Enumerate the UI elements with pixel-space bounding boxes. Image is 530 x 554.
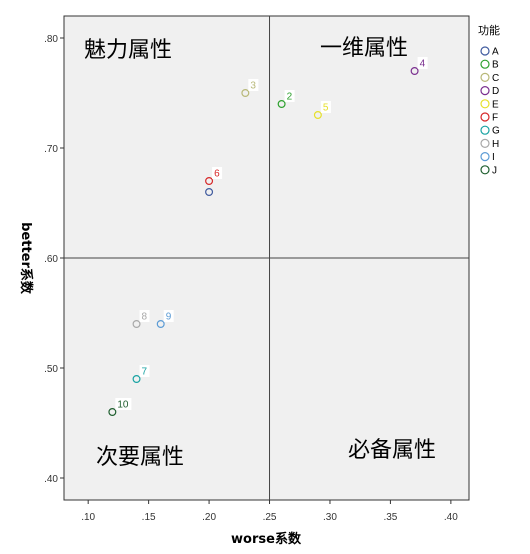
legend-marker-g	[480, 125, 490, 135]
legend-marker-j	[480, 165, 490, 175]
data-point-label: 2	[287, 92, 293, 103]
data-point-label: 3	[250, 81, 256, 92]
legend-entry-g: G	[492, 126, 500, 137]
data-point-i	[156, 320, 165, 329]
legend-entry-d: D	[492, 86, 499, 97]
data-point-label-bg	[139, 365, 150, 377]
y-axis-ticks: .40 .50 .60 .70 .80	[44, 34, 64, 485]
quadrant-label-top-left: 魅力属性	[84, 38, 172, 63]
x-tick-label: .20	[202, 512, 216, 523]
legend-marker-e	[480, 99, 490, 109]
legend-entry-f: F	[492, 113, 498, 124]
x-axis-title: worse系数	[231, 531, 302, 547]
legend-marker-h	[480, 138, 490, 148]
data-point-f	[205, 177, 214, 186]
legend-entry-c: C	[492, 73, 499, 84]
data-point-e	[313, 110, 322, 119]
data-point-h	[132, 320, 141, 329]
x-tick-label: .35	[383, 512, 397, 523]
y-axis-title: better系数	[18, 222, 34, 295]
legend-title: 功能	[478, 23, 500, 37]
data-point-label: 4	[420, 59, 426, 70]
data-point-label-bg	[115, 398, 132, 410]
data-points: 2 3 4 5 6 7 8 9 10	[108, 57, 428, 417]
x-axis-ticks: .10 .15 .20 .25 .30 .35 .40	[81, 500, 458, 523]
legend-marker-i	[480, 152, 490, 162]
data-point-label-bg	[320, 101, 331, 113]
legend-marker-a	[480, 46, 490, 56]
y-tick-label: .60	[44, 254, 58, 265]
legend-entry-h: H	[492, 139, 499, 150]
data-point-label: 6	[214, 169, 220, 180]
data-point-label: 5	[323, 103, 329, 114]
data-point-label-bg	[284, 90, 295, 102]
data-point-d	[410, 66, 419, 75]
x-tick-label: .15	[142, 512, 156, 523]
data-point-label-bg	[248, 79, 259, 91]
legend-marker-b	[480, 59, 490, 69]
legend-marker-c	[480, 72, 490, 83]
data-point-j	[108, 408, 117, 417]
data-point-label-bg	[212, 167, 223, 179]
legend-entry-b: B	[492, 60, 499, 71]
data-point-label: 9	[166, 312, 172, 323]
data-point-label-bg	[139, 310, 150, 322]
x-tick-label: .10	[81, 512, 95, 523]
y-tick-label: .40	[44, 474, 58, 485]
x-tick-label: .30	[323, 512, 337, 523]
legend-entry-a: A	[492, 47, 499, 58]
x-tick-label: .25	[263, 512, 277, 523]
data-point-label: 10	[117, 400, 129, 411]
reference-lines	[64, 16, 469, 500]
data-point-a	[205, 188, 214, 197]
y-tick-label: .70	[44, 144, 58, 155]
y-tick-label: .50	[44, 364, 58, 375]
legend-entry-j: J	[492, 165, 497, 176]
legend-entry-i: I	[492, 152, 495, 163]
data-point-c	[241, 88, 250, 97]
legend-marker-d	[480, 85, 490, 96]
data-point-label-bg	[417, 57, 428, 69]
data-point-label: 8	[142, 312, 148, 323]
legend-marker-f	[480, 112, 490, 122]
legend-entry-e: E	[492, 99, 499, 110]
quadrant-label-top-right: 一维属性	[320, 36, 408, 61]
data-point-g	[132, 375, 141, 384]
data-point-label-bg	[163, 310, 174, 322]
x-tick-label: .40	[444, 512, 458, 523]
quadrant-label-bottom-left: 次要属性	[96, 445, 184, 470]
data-point-label: 7	[142, 367, 148, 378]
y-tick-label: .80	[44, 34, 58, 45]
data-point-b	[277, 99, 286, 108]
quadrant-label-bottom-right: 必备属性	[348, 438, 436, 463]
